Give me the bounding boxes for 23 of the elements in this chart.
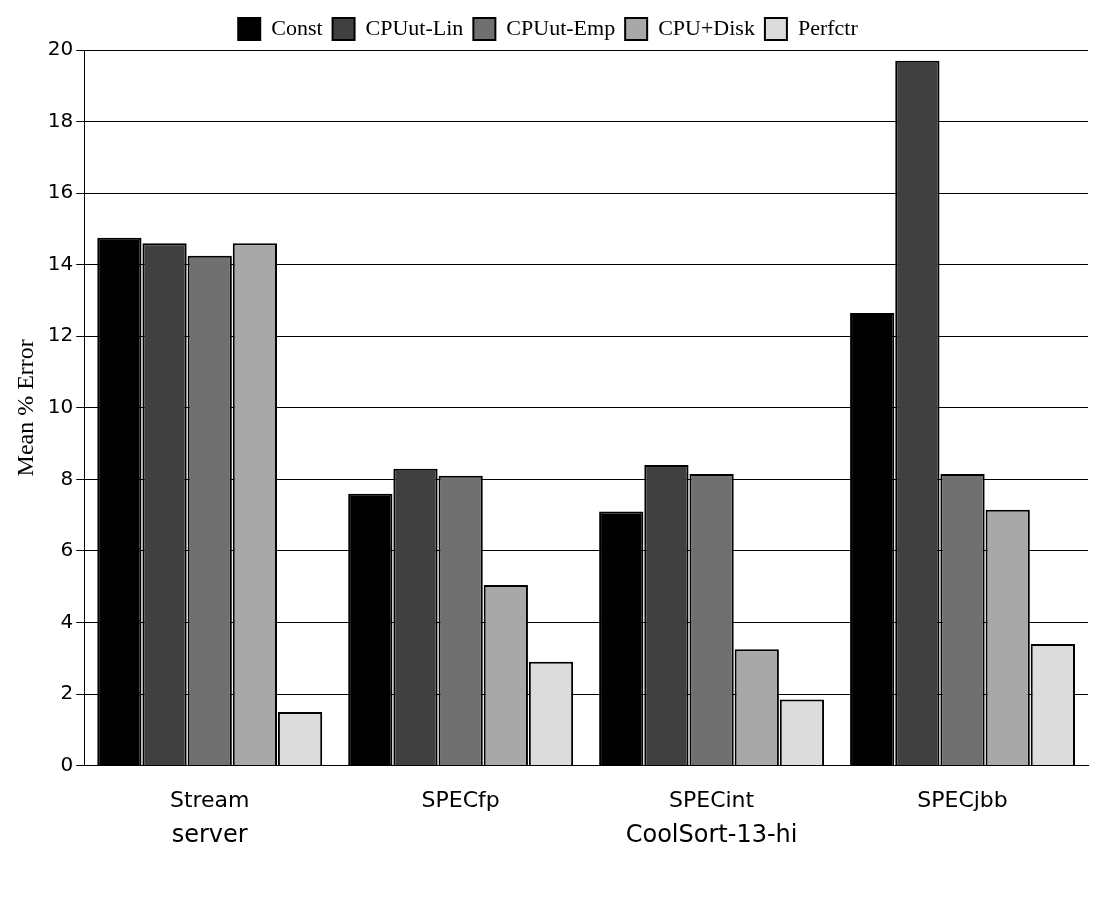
- y-tick-label: 20: [47, 36, 74, 61]
- legend-label: CPUut-Lin: [365, 14, 464, 40]
- y-tick-label: 6: [60, 537, 74, 562]
- y-tick-label: 16: [47, 179, 74, 204]
- text: CoolSort-13-hi: [625, 819, 798, 848]
- y-tick-label: 12: [47, 322, 74, 347]
- y-tick-label: 2: [60, 680, 74, 705]
- legend-label: CPUut-Emp: [506, 14, 616, 40]
- legend-label: Perfctr: [797, 14, 859, 40]
- y-tick-label: 10: [47, 394, 74, 418]
- y-tick-label: 8: [60, 465, 74, 490]
- x-tick-label: SPECfp: [421, 786, 500, 812]
- x-tick-label: Stream: [169, 786, 250, 812]
- legend-label: Const: [271, 14, 323, 40]
- y-tick-label: 0: [60, 751, 74, 776]
- y-tick-label: 4: [60, 608, 74, 633]
- x-tick-label: SPECint: [669, 786, 755, 812]
- y-tick-label: 18: [47, 107, 74, 132]
- y-axis-title: Mean % Error: [11, 339, 38, 477]
- x-tick-label: SPECjbb: [917, 786, 1008, 812]
- y-tick-label: 14: [47, 250, 74, 275]
- legend-label: CPU+Disk: [658, 14, 755, 40]
- text: server: [171, 819, 248, 848]
